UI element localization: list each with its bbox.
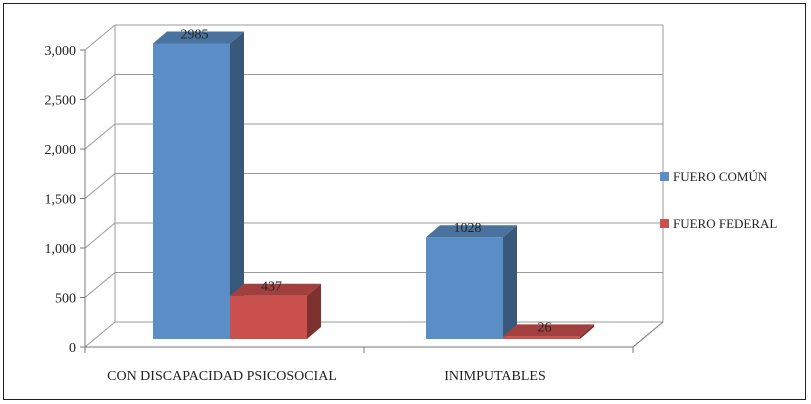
bar-side (503, 225, 517, 339)
bar-front (230, 295, 307, 339)
gridline-diagonal (84, 272, 116, 298)
bar-top (503, 324, 594, 337)
bar-front (153, 43, 230, 340)
bar-front (426, 237, 503, 339)
floor-edge (632, 321, 664, 348)
data-label: 2985 (181, 27, 209, 42)
bar-side (580, 324, 594, 339)
y-tick-label: 500 (55, 292, 76, 307)
gridline-diagonal (84, 123, 116, 150)
legend: FUERO COMÚN FUERO FEDERAL (660, 169, 777, 231)
legend-label: FUERO FEDERAL (673, 216, 777, 231)
gridline-diagonal (84, 222, 116, 249)
gridline-diagonal (84, 24, 116, 51)
legend-swatch-fuero-federal (660, 219, 669, 228)
bars (153, 31, 594, 340)
y-tick-label: 0 (69, 341, 76, 356)
gridline-diagonal (84, 173, 116, 199)
data-label: 26 (538, 320, 552, 335)
data-label: 1028 (454, 221, 482, 236)
bar-top (426, 225, 517, 238)
bar-top (153, 31, 244, 44)
bar-side (230, 31, 244, 340)
data-labels: 2985 437 1028 26 (181, 27, 552, 335)
legend-label: FUERO COMÚN (673, 169, 768, 184)
x-category-labels: CON DISCAPACIDAD PSICOSOCIAL INIMPUTABLE… (107, 369, 546, 384)
bar-top (230, 283, 321, 296)
y-tick-label: 3,000 (45, 44, 77, 59)
y-tick-label: 2,000 (45, 143, 77, 158)
y-tick-label: 1,500 (45, 193, 77, 208)
y-tick-label: 2,500 (45, 94, 77, 109)
bar-side (307, 283, 321, 339)
y-tick-labels: 0 500 1,000 1,500 2,000 2,500 3,000 (45, 44, 77, 356)
gridline-diagonal (84, 74, 116, 100)
y-tick-label: 1,000 (45, 242, 77, 257)
bar-front (503, 336, 580, 339)
data-label: 437 (261, 280, 282, 295)
x-category-label: INIMPUTABLES (444, 369, 546, 384)
axes (80, 25, 664, 353)
x-category-label: CON DISCAPACIDAD PSICOSOCIAL (107, 369, 337, 384)
gridline-diagonal (84, 321, 116, 348)
legend-swatch-fuero-comun (660, 172, 669, 181)
chart-frame (3, 3, 806, 400)
